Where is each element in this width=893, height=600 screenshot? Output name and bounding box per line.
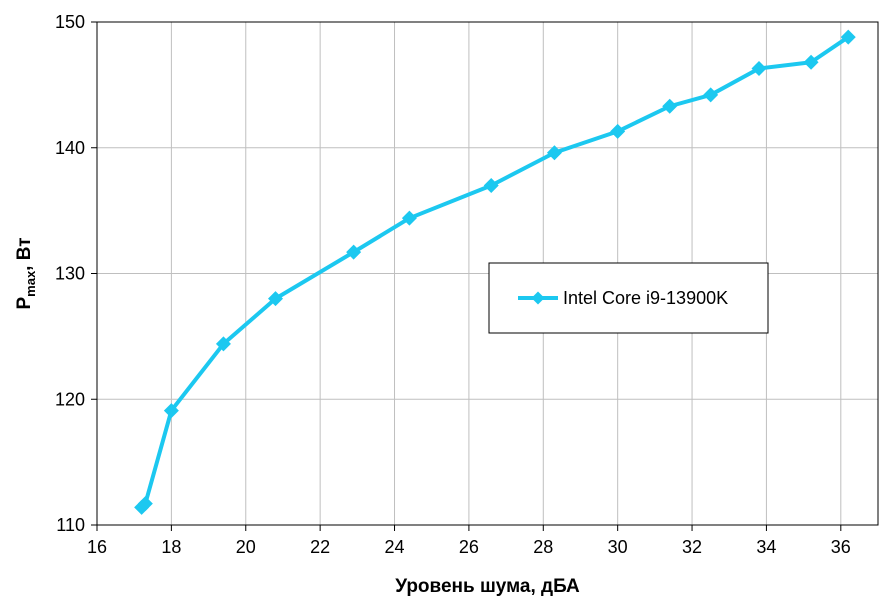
x-tick-label-20: 20 — [236, 537, 256, 557]
data-point-0-11 — [703, 87, 719, 103]
y-tick-label-130: 130 — [55, 264, 85, 284]
legend-series-label: Intel Core i9-13900K — [563, 288, 728, 308]
data-point-0-12 — [751, 61, 767, 77]
data-point-0-5 — [346, 244, 362, 260]
y-axis-title-main: P — [14, 297, 35, 310]
data-point-0-8 — [546, 145, 562, 161]
x-tick-label-34: 34 — [756, 537, 776, 557]
x-tick-label-32: 32 — [682, 537, 702, 557]
x-tick-label-26: 26 — [459, 537, 479, 557]
x-tick-label-22: 22 — [310, 537, 330, 557]
data-point-0-10 — [662, 98, 678, 114]
x-tick-label-16: 16 — [87, 537, 107, 557]
y-tick-label-140: 140 — [55, 138, 85, 158]
data-point-0-3 — [215, 336, 231, 352]
data-point-0-7 — [483, 177, 499, 193]
series-layer — [134, 29, 856, 515]
y-axis-title-subscript: max — [23, 270, 38, 297]
y-tick-label-110: 110 — [56, 515, 85, 535]
data-point-0-9 — [610, 123, 626, 139]
y-tick-label-150: 150 — [55, 12, 85, 32]
x-axis-title: Уровень шума, дБА — [395, 576, 580, 597]
x-tick-label-28: 28 — [533, 537, 553, 557]
legend-series-marker — [531, 291, 545, 305]
x-tick-label-24: 24 — [385, 537, 405, 557]
x-tick-label-30: 30 — [608, 537, 628, 557]
data-point-0-14 — [840, 29, 856, 45]
data-point-0-4 — [268, 291, 284, 307]
x-tick-label-18: 18 — [161, 537, 181, 557]
legend: Intel Core i9-13900K — [488, 262, 769, 334]
x-tick-label-36: 36 — [831, 537, 851, 557]
tick-labels: 16 18 20 22 24 26 28 30 32 34 36 110 120 130 140 150 — [55, 12, 851, 557]
data-point-0-6 — [401, 210, 417, 226]
data-point-0-1 — [137, 496, 153, 512]
data-point-0-13 — [803, 54, 819, 70]
y-tick-label-120: 120 — [55, 389, 85, 409]
y-axis-title: Pmax, Вт — [14, 237, 38, 309]
data-point-0-2 — [163, 403, 179, 419]
y-axis-title-suffix: , Вт — [14, 237, 35, 270]
